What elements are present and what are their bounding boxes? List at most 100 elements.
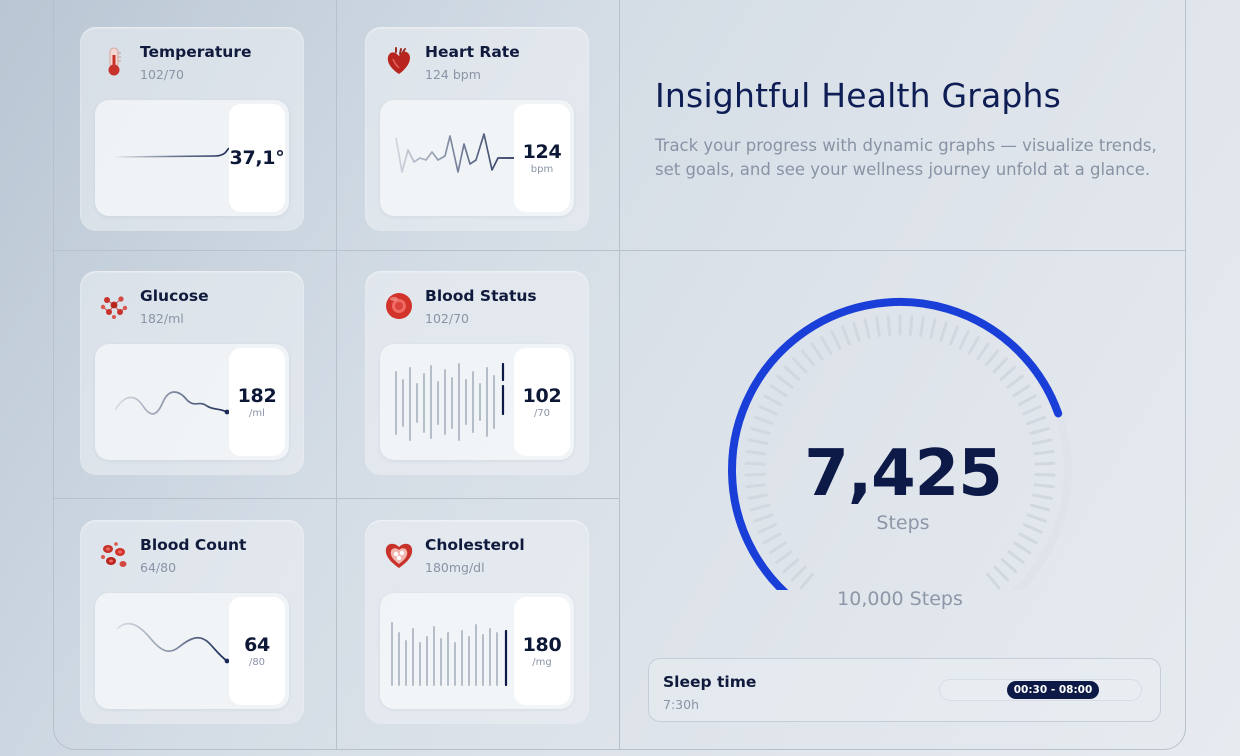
heart-rate-card[interactable]: Heart Rate 124 bpm 124 bpm: [365, 27, 589, 231]
gauge-tick: [993, 565, 1010, 582]
gauge-tick: [1031, 438, 1053, 445]
cholesterol-value: 180: [522, 634, 562, 656]
gauge-tick: [852, 321, 861, 342]
card-title: Blood Count: [140, 536, 247, 554]
card-title: Cholesterol: [425, 536, 525, 554]
glucose-value: 182: [237, 385, 277, 407]
glucose-card[interactable]: Glucose 182/ml 182 /ml: [80, 271, 304, 475]
card-title: Heart Rate: [425, 43, 520, 61]
gauge-tick: [800, 349, 816, 367]
steps-count: 7,425: [804, 437, 1002, 511]
blood-status-graph-panel: 102 /70: [380, 344, 574, 460]
card-subtitle: 64/80: [140, 560, 177, 575]
heart-rate-value: 124: [522, 141, 562, 163]
gauge-tick: [958, 330, 970, 350]
thermometer-icon: [108, 47, 121, 76]
gauge-tick: [799, 572, 815, 590]
blood-count-value: 64: [244, 634, 270, 656]
gauge-tick: [908, 314, 914, 336]
gauge-tick: [984, 349, 1000, 367]
temperature-value: 37,1°: [229, 147, 285, 169]
gauge-tick: [875, 316, 881, 338]
gauge-tick: [747, 493, 768, 500]
sleep-time-card[interactable]: Sleep time 7:30h 00:30 - 08:00: [648, 658, 1161, 722]
blood-status-card[interactable]: Blood Status 102/70: [365, 271, 589, 475]
gauge-tick: [1017, 394, 1037, 407]
temperature-card[interactable]: Temperature 102/70 37,1°: [80, 27, 304, 231]
glucose-unit: /ml: [249, 408, 265, 419]
gauge-tick: [1022, 523, 1043, 534]
gauge-tick: [1013, 541, 1032, 555]
gauge-tick: [792, 357, 808, 374]
gauge-tick: [1029, 503, 1051, 512]
blood-status-bar-chart: [395, 362, 505, 441]
value-display: 64 /80: [229, 597, 285, 705]
gauge-tick: [985, 572, 1001, 590]
glucose-molecule-icon: [100, 296, 128, 319]
gauge-tick: [976, 342, 990, 361]
gauge-tick: [1000, 558, 1018, 574]
blood-count-unit: /80: [248, 657, 266, 668]
sleep-title: Sleep time: [663, 673, 757, 691]
cholesterol-card[interactable]: Cholesterol 180mg/dl: [365, 520, 589, 724]
value-display: 182 /ml: [229, 348, 285, 456]
temperature-line-chart: [112, 147, 230, 158]
sleep-range-pill[interactable]: 00:30 - 08:00: [1007, 681, 1099, 699]
gauge-tick: [1012, 384, 1031, 398]
gauge-tick: [1033, 483, 1055, 489]
card-subtitle: 124 bpm: [425, 67, 481, 82]
steps-label: Steps: [876, 512, 930, 534]
gauge-tick: [967, 335, 980, 355]
cholesterol-graph-panel: 180 /mg: [380, 593, 574, 709]
sleep-range-track[interactable]: 00:30 - 08:00: [939, 679, 1142, 701]
gauge-tick: [929, 318, 937, 340]
gauge-tick: [820, 335, 833, 355]
card-subtitle: 180mg/dl: [425, 560, 485, 575]
blood-count-line-chart: [116, 622, 230, 664]
gauge-tick: [744, 461, 766, 466]
gauge-tick: [758, 404, 778, 416]
card-title: Blood Status: [425, 287, 537, 305]
blood-count-graph-panel: 64 /80: [95, 593, 289, 709]
heart-organ-icon: [387, 47, 410, 74]
cholesterol-bar-chart: [391, 622, 508, 687]
gauge-tick: [763, 394, 783, 407]
gauge-tick: [1033, 450, 1055, 456]
blood-count-card[interactable]: Blood Count 64/80 64 /80: [80, 520, 304, 724]
gauge-tick: [776, 374, 794, 389]
gauge-tick: [1034, 472, 1056, 477]
blood-status-value: 102: [522, 385, 562, 407]
heart-pills-icon: [385, 543, 413, 568]
gauge-tick: [1007, 550, 1025, 564]
gauge-tick: [769, 384, 788, 398]
divider: [54, 250, 1186, 251]
gauge-tick: [939, 321, 948, 342]
gauge-tick: [753, 415, 774, 425]
glucose-line-chart: [114, 391, 230, 415]
blood-cell-icon: [386, 293, 412, 319]
glucose-graph-panel: 182 /ml: [95, 344, 289, 460]
gauge-tick: [1018, 532, 1038, 545]
gauge-tick: [768, 541, 787, 555]
gauge-tick: [1022, 404, 1042, 416]
gauge-tick: [863, 318, 871, 340]
gauge-tick: [810, 342, 824, 361]
gauge-tick: [790, 565, 807, 582]
gauge-tick: [1026, 415, 1047, 425]
page-description: Track your progress with dynamic graphs …: [655, 136, 1157, 179]
gauge-tick: [750, 427, 771, 435]
gauge-tick: [783, 365, 801, 381]
card-subtitle: 182/ml: [140, 311, 184, 326]
gauge-tick: [744, 472, 766, 477]
steps-goal: 10,000 Steps: [837, 588, 963, 610]
gauge-tick: [745, 483, 767, 489]
gauge-tick: [757, 523, 778, 534]
steps-gauge: [728, 298, 1072, 590]
divider: [54, 498, 620, 499]
heart-rate-unit: bpm: [530, 164, 554, 175]
gauge-tick: [1032, 493, 1053, 500]
gauge-tick: [841, 325, 851, 346]
temperature-graph-panel: 37,1°: [95, 100, 289, 216]
card-subtitle: 102/70: [140, 67, 184, 82]
gauge-tick: [830, 330, 842, 350]
